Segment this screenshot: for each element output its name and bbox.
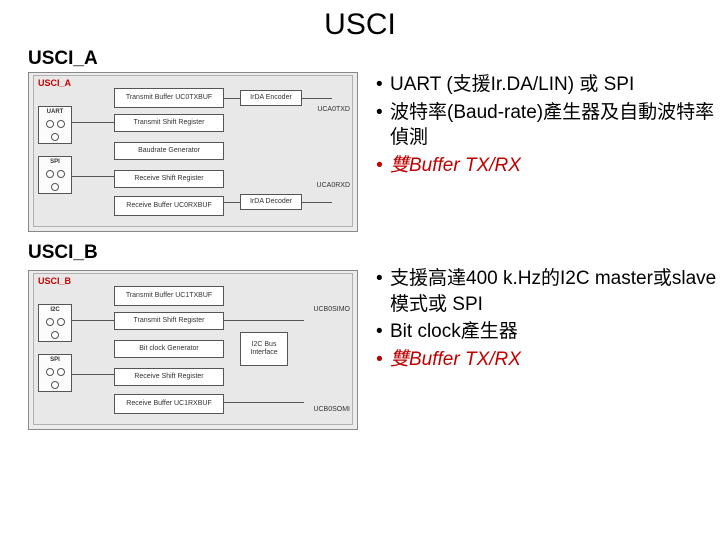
- spi-label-a: SPI: [50, 159, 60, 165]
- usci-b-diagram: USCI_B I2C SPI Transmit Buffer UC1TXBUF …: [28, 270, 358, 430]
- bullet-a-0: UART (支援Ir.DA/LIN) 或 SPI: [376, 72, 720, 98]
- usci-a-caption: USCI_A: [38, 78, 71, 88]
- spi-block-b: SPI: [38, 354, 72, 392]
- usci-b-caption: USCI_B: [38, 276, 71, 286]
- section-b-row: USCI_B I2C SPI Transmit Buffer UC1TXBUF …: [0, 266, 720, 430]
- usci-a-diagram: USCI_A UART SPI Transmit Buffer UC0TXBUF…: [28, 72, 358, 232]
- bullet-a-2: 雙Buffer TX/RX: [376, 153, 720, 179]
- baud-gen: Baudrate Generator: [114, 142, 224, 160]
- uart-label: UART: [47, 109, 64, 115]
- bullet-a-1: 波特率(Baud-rate)產生器及自動波特率偵測: [376, 100, 720, 151]
- irda-enc: IrDA Encoder: [240, 90, 302, 106]
- tx-shift-b: Transmit Shift Register: [114, 312, 224, 330]
- section-a-row: USCI_A UART SPI Transmit Buffer UC0TXBUF…: [0, 72, 720, 232]
- tx-buf-b: Transmit Buffer UC1TXBUF: [114, 286, 224, 306]
- pin-rxd: UCA0RXD: [317, 182, 350, 189]
- bullet-b-2: 雙Buffer TX/RX: [376, 347, 720, 373]
- usci-b-bullets: 支援高達400 k.Hz的I2C master或slave 模式或 SPI Bi…: [358, 266, 720, 375]
- rx-buf-a: Receive Buffer UC0RXBUF: [114, 196, 224, 216]
- pin-somi: UCB0SOMI: [313, 406, 350, 413]
- pin-simo: UCB0SIMO: [313, 306, 350, 313]
- bitclk-gen: Bit clock Generator: [114, 340, 224, 358]
- usci-a-inner: USCI_A UART SPI Transmit Buffer UC0TXBUF…: [33, 75, 353, 227]
- tx-buf-a: Transmit Buffer UC0TXBUF: [114, 88, 224, 108]
- pin-txd: UCA0TXD: [317, 106, 350, 113]
- bullet-b-1: Bit clock產生器: [376, 319, 720, 345]
- i2c-label: I2C: [50, 307, 59, 313]
- uart-block: UART: [38, 106, 72, 144]
- rx-buf-b: Receive Buffer UC1RXBUF: [114, 394, 224, 414]
- spi-block-a: SPI: [38, 156, 72, 194]
- usci-a-bullets: UART (支援Ir.DA/LIN) 或 SPI 波特率(Baud-rate)產…: [358, 72, 720, 181]
- i2c-block: I2C: [38, 304, 72, 342]
- usci-b-inner: USCI_B I2C SPI Transmit Buffer UC1TXBUF …: [33, 273, 353, 425]
- bullet-b-0: 支援高達400 k.Hz的I2C master或slave 模式或 SPI: [376, 266, 720, 317]
- rx-shift-a: Receive Shift Register: [114, 170, 224, 188]
- i2c-iface: I2C Bus Interface: [240, 332, 288, 366]
- page-title: USCI: [0, 0, 720, 46]
- irda-dec: IrDA Decoder: [240, 194, 302, 210]
- tx-shift-a: Transmit Shift Register: [114, 114, 224, 132]
- section-b-label: USCI_B: [0, 242, 720, 264]
- rx-shift-b: Receive Shift Register: [114, 368, 224, 386]
- section-a-label: USCI_A: [0, 48, 720, 70]
- spi-label-b: SPI: [50, 357, 60, 363]
